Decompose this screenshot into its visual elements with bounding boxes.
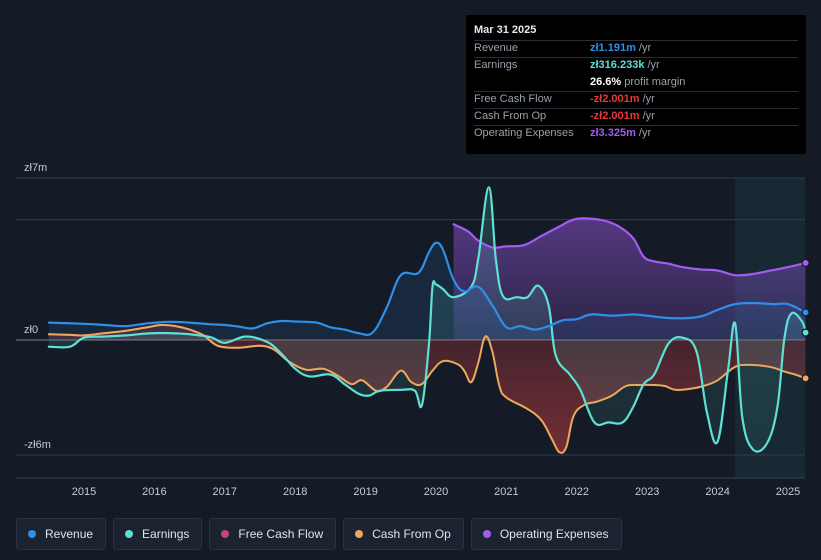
legend-dot <box>355 530 364 538</box>
legend-dot <box>28 530 36 538</box>
earnings-end-marker <box>801 328 810 337</box>
tooltip-panel: Mar 31 2025 Revenue zł1.191m /yr Earning… <box>466 15 806 154</box>
y-tick-label: zł7m <box>24 162 47 174</box>
legend-item-earnings[interactable]: Earnings <box>113 518 203 550</box>
legend-label: Operating Expenses <box>499 527 609 541</box>
operating-expenses-line <box>452 217 807 277</box>
cash-from-op-end-marker <box>801 374 810 383</box>
legend-label: Revenue <box>45 527 94 541</box>
x-tick-label: 2025 <box>776 486 800 498</box>
earnings-area <box>48 187 806 452</box>
legend-dot <box>125 530 134 538</box>
legend-label: Cash From Op <box>372 527 451 541</box>
revenue-line <box>47 241 807 337</box>
cash-from-op-line <box>47 323 807 454</box>
divider <box>474 108 798 109</box>
x-tick-label: 2017 <box>213 486 237 498</box>
tooltip-label: Cash From Op <box>474 110 547 122</box>
divider <box>474 57 798 58</box>
divider <box>474 40 798 41</box>
tooltip-label: Free Cash Flow <box>474 93 552 105</box>
operating-expenses-end-marker <box>801 258 810 268</box>
axes: zł7m zł0 -zł6m 2015 2016 2017 2018 2019 2020 2021… <box>24 162 800 498</box>
x-tick-label: 2024 <box>705 486 729 498</box>
legend-item-operating-expenses[interactable]: Operating Expenses <box>470 518 622 550</box>
tooltip-label: Earnings <box>474 59 518 71</box>
tooltip-value: -zł2.001m /yr <box>590 110 655 122</box>
tooltip-value: -zł2.001m /yr <box>590 93 655 105</box>
series-areas <box>48 187 806 453</box>
earnings-line <box>47 186 807 453</box>
tooltip-row-earnings: Earnings zł316.233k /yr <box>466 57 806 74</box>
tooltip-row-revenue: Revenue zł1.191m /yr <box>466 40 806 57</box>
divider <box>474 91 798 92</box>
x-tick-label: 2023 <box>635 486 659 498</box>
legend-label: Earnings <box>142 527 190 541</box>
x-tick-label: 2016 <box>142 486 166 498</box>
tooltip-row-profit-margin: 26.6% profit margin <box>466 74 806 91</box>
x-tick-label: 2018 <box>283 486 307 498</box>
tooltip-value: zł3.325m /yr <box>590 127 652 139</box>
x-tick-label: 2015 <box>72 486 96 498</box>
x-tick-label: 2019 <box>353 486 377 498</box>
tooltip-row-cash-from-op: Cash From Op -zł2.001m /yr <box>466 108 806 125</box>
tooltip-row-operating-expenses: Operating Expenses zł3.325m /yr <box>466 125 806 142</box>
divider <box>474 125 798 126</box>
legend-item-cash-from-op[interactable]: Cash From Op <box>343 518 464 550</box>
tooltip-row-free-cash-flow: Free Cash Flow -zł2.001m /yr <box>466 91 806 108</box>
legend-item-free-cash-flow[interactable]: Free Cash Flow <box>209 518 337 550</box>
x-tick-label: 2020 <box>424 486 448 498</box>
revenue-end-marker <box>801 308 810 317</box>
legend-dot <box>482 530 491 538</box>
legend-label: Free Cash Flow <box>238 527 324 541</box>
y-tick-label: -zł6m <box>24 439 51 451</box>
tooltip-value: zł1.191m /yr <box>590 42 652 54</box>
legend-dot <box>221 530 230 538</box>
series-lines <box>47 186 807 454</box>
tooltip-label: Operating Expenses <box>474 127 574 139</box>
tooltip-label: Revenue <box>474 42 519 54</box>
legend: Revenue Earnings Free Cash Flow Cash Fro… <box>16 518 622 550</box>
x-tick-label: 2021 <box>494 486 518 498</box>
tooltip-date: Mar 31 2025 <box>474 24 537 36</box>
y-tick-label: zł0 <box>24 324 38 336</box>
x-tick-label: 2022 <box>565 486 589 498</box>
series-end-markers <box>801 258 810 383</box>
chart: zł7m zł0 -zł6m 2015 2016 2017 2018 2019 2020 2021… <box>16 162 810 498</box>
tooltip-value: zł316.233k /yr <box>590 59 660 71</box>
tooltip-value: 26.6% profit margin <box>590 76 686 88</box>
legend-item-revenue[interactable]: Revenue <box>16 518 107 550</box>
